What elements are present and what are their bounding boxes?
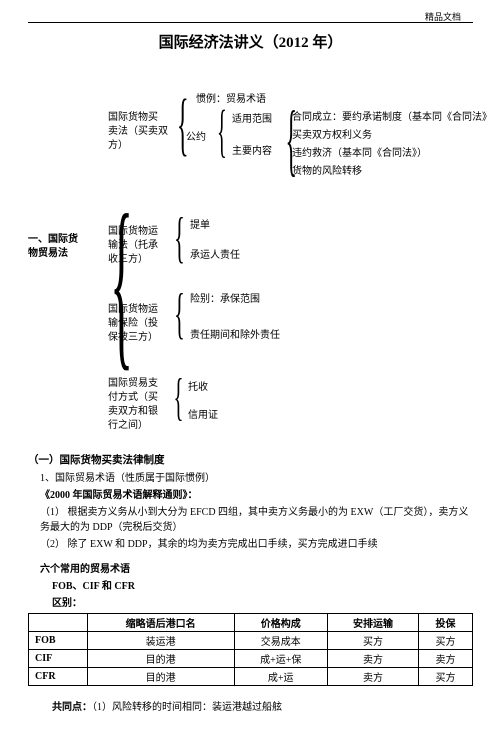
- s1-line3a: （1）: [40, 507, 65, 518]
- table-header-row: 缩略语后港口名价格构成安排运输投保: [29, 614, 473, 632]
- b3-l2: 输保险（投: [108, 314, 158, 329]
- b1-c2a: 公约: [186, 128, 206, 143]
- terms-table: 缩略语后港口名价格构成安排运输投保 FOB装运港交易成本买方买方CIF目的港成+…: [28, 613, 473, 686]
- table-col-head: 价格构成: [234, 614, 327, 632]
- table-row: FOB装运港交易成本买方买方: [29, 632, 473, 650]
- b2-c1: 提单: [190, 216, 210, 231]
- b4-l1: 国际贸易支: [108, 374, 158, 389]
- b2-l1: 国际货物运: [108, 222, 158, 237]
- b3-l3: 保被三方）: [108, 328, 158, 343]
- header-label: 精品文档: [425, 10, 461, 23]
- table-cell: 买方: [327, 632, 418, 650]
- brace-b1: {: [177, 90, 189, 160]
- b4-l4: 行之间）: [108, 416, 148, 431]
- brace-b2: {: [174, 210, 185, 266]
- b1-r1: 合同成立：要约承诺制度（基本同《合同法》: [292, 108, 492, 123]
- table-cell: 成+运: [234, 668, 327, 686]
- b1-l3: 方）: [108, 136, 128, 151]
- b1-l2: 卖法（买卖双: [108, 122, 168, 137]
- brace-b3: {: [174, 286, 185, 342]
- b3-c1: 险别：承保范围: [190, 290, 260, 305]
- outline-tree: 一、国际货 物贸易法 { 国际货物买 卖法（买卖双 方） { 惯例：贸易术语 公…: [28, 82, 473, 442]
- top-rule: [28, 22, 473, 23]
- s1-common-text: （1）风险转移的时间相同：装运港越过船舷: [92, 702, 282, 713]
- table-cell: 装运港: [87, 632, 234, 650]
- b1-r2: 买卖双方权利义务: [292, 126, 372, 141]
- b1-r4: 货物的风险转移: [292, 162, 362, 177]
- s1-subhead: 六个常用的贸易术语: [40, 560, 473, 575]
- table-cell: CIF: [29, 650, 88, 668]
- section1-head: （一）国际货物买卖法律制度: [28, 452, 473, 467]
- table-col-head: 缩略语后港口名: [87, 614, 234, 632]
- table-cell: 目的港: [87, 668, 234, 686]
- table-cell: 卖方: [419, 650, 473, 668]
- root-l2: 物贸易法: [28, 244, 68, 259]
- table-col-head: [29, 614, 88, 632]
- table-col-head: 安排运输: [327, 614, 418, 632]
- s1-line3b: 根据卖方义务从小到大分为 EFCD 四组，其中卖方义务最小的为 EXW（工厂交货…: [40, 507, 468, 533]
- b1-c1: 惯例：贸易术语: [196, 90, 266, 105]
- s1-common: 共同点：（1）风险转移的时间相同：装运港越过船舷: [52, 698, 473, 713]
- s1-line1: 1、国际贸易术语（性质属于国际惯例）: [40, 469, 473, 484]
- table-body: FOB装运港交易成本买方买方CIF目的港成+运+保卖方卖方CFR目的港成+运卖方…: [29, 632, 473, 686]
- table-row: CFR目的港成+运卖方买方: [29, 668, 473, 686]
- b4-l3: 卖双方和银: [108, 402, 158, 417]
- table-cell: 交易成本: [234, 632, 327, 650]
- b2-l2: 输法（托承: [108, 236, 158, 251]
- s1-diff-label: 区别：: [52, 594, 473, 609]
- b4-c2: 信用证: [188, 406, 218, 421]
- table-col-head: 投保: [419, 614, 473, 632]
- s1-line3: （1） 根据卖方义务从小到大分为 EFCD 四组，其中卖方义务最小的为 EXW（…: [40, 503, 473, 533]
- b2-l3: 收三方）: [108, 250, 148, 265]
- table-cell: 买方: [419, 668, 473, 686]
- b3-l1: 国际货物运: [108, 300, 158, 315]
- s1-line4b: 除了 EXW 和 DDP，其余的均为卖方完成出口手续，买方完成进口手续: [68, 539, 378, 550]
- table-cell: 成+运+保: [234, 650, 327, 668]
- table-cell: 卖方: [327, 650, 418, 668]
- b1-l1: 国际货物买: [108, 108, 158, 123]
- b4-l2: 付方式（买: [108, 388, 158, 403]
- b4-c1: 托收: [188, 378, 208, 393]
- root-l1: 一、国际货: [28, 230, 78, 245]
- b3-c2: 责任期间和除外责任: [190, 326, 280, 341]
- table-cell: 买方: [419, 632, 473, 650]
- table-cell: 目的港: [87, 650, 234, 668]
- brace-b4: {: [173, 372, 183, 424]
- s1-line4: （2） 除了 EXW 和 DDP，其余的均为卖方完成出口手续，买方完成进口手续: [40, 535, 473, 550]
- table-cell: CFR: [29, 668, 88, 686]
- table-cell: 卖方: [327, 668, 418, 686]
- b1-c2-l2: 主要内容: [232, 142, 272, 157]
- s1-line4a: （2）: [40, 539, 65, 550]
- brace-b1b: {: [217, 102, 227, 160]
- b1-c2-l1: 适用范围: [232, 110, 272, 125]
- table-row: CIF目的港成+运+保卖方卖方: [29, 650, 473, 668]
- b1-r3: 违约救济（基本同《合同法》）: [292, 144, 427, 159]
- table-cell: FOB: [29, 632, 88, 650]
- brace-root: {: [110, 187, 133, 377]
- s1-subline: FOB、CIF 和 CFR: [52, 577, 473, 592]
- page-title: 国际经济法讲义（2012 年）: [28, 31, 473, 52]
- s1-common-label: 共同点：: [52, 702, 92, 713]
- s1-line2: 《2000 年国际贸易术语解释通则》：: [40, 486, 473, 501]
- b2-c2: 承运人责任: [190, 246, 240, 261]
